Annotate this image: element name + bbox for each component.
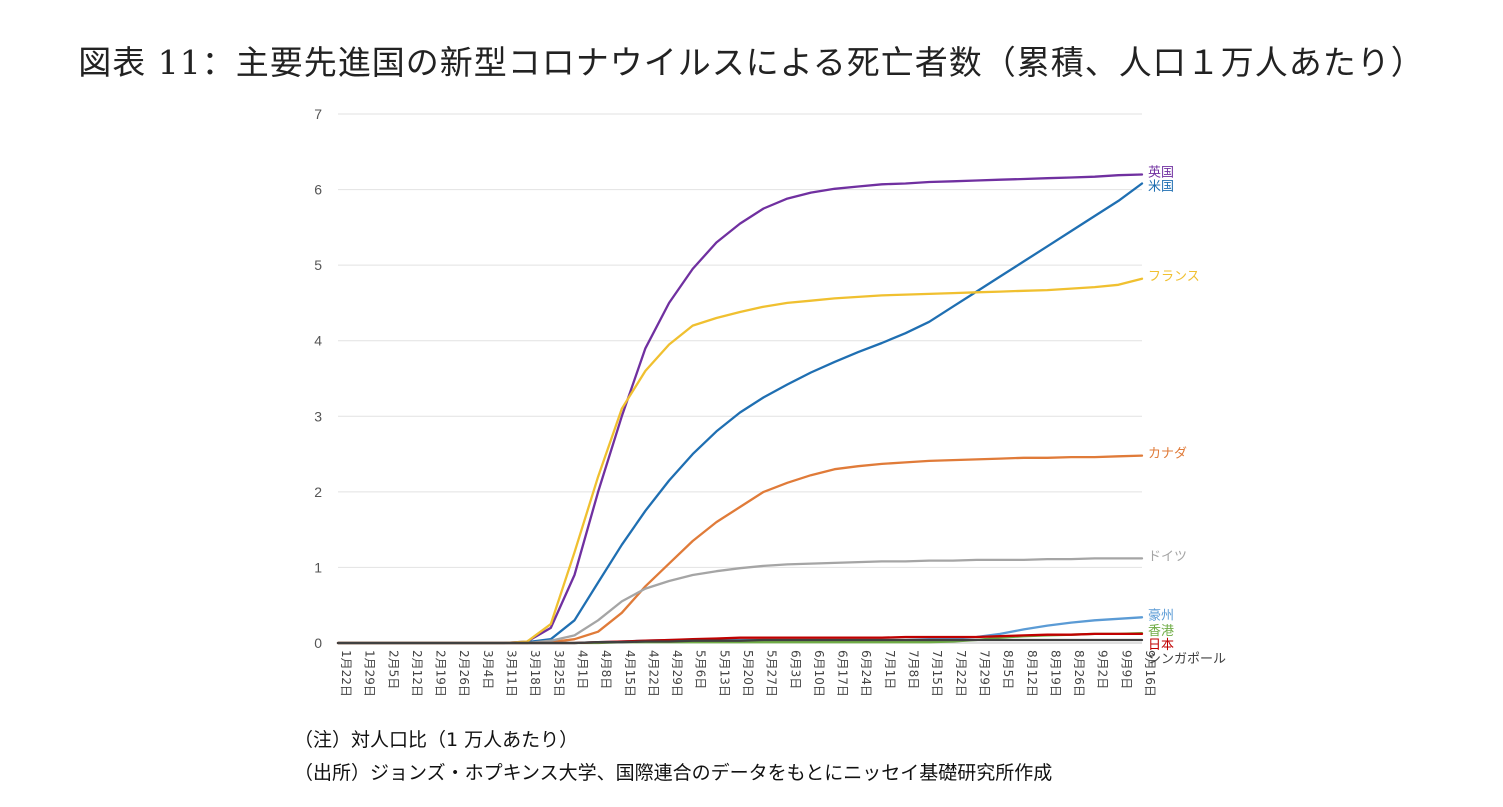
x-tick-label: 2月5日 <box>386 650 400 689</box>
gridlines <box>338 113 1142 644</box>
series-label: シンガポール <box>1148 652 1226 667</box>
y-tick-label: 3 <box>314 408 322 424</box>
x-tick-label: 8月26日 <box>1072 650 1086 697</box>
series-lines <box>336 173 1144 645</box>
x-tick-label: 4月15日 <box>623 650 637 697</box>
x-tick-label: 8月5日 <box>1001 650 1015 689</box>
x-tick-label: 6月3日 <box>788 650 802 689</box>
x-tick-label: 2月19日 <box>434 650 448 697</box>
x-tick-label: 5月27日 <box>765 650 779 697</box>
series-label: ドイツ <box>1148 549 1187 564</box>
series-label: フランス <box>1148 270 1200 285</box>
x-tick-label: 5月20日 <box>741 650 755 697</box>
x-tick-label: 2月12日 <box>410 650 424 697</box>
y-tick-label: 1 <box>314 559 322 575</box>
y-tick-label: 0 <box>314 635 322 651</box>
y-axis: 0 1 2 3 4 5 6 7 <box>314 106 322 651</box>
x-tick-label: 3月4日 <box>481 650 495 689</box>
chart-title: 図表 11：主要先進国の新型コロナウイルスによる死亡者数（累積、人口１万人あたり… <box>78 43 1425 82</box>
x-tick-label: 1月29日 <box>363 650 377 697</box>
x-tick-label: 3月18日 <box>528 650 542 697</box>
x-tick-label: 8月19日 <box>1048 650 1062 697</box>
source-text: （出所）ジョンズ・ホプキンス大学、国際連合のデータをもとにニッセイ基礎研究所作成 <box>294 762 1053 784</box>
x-tick-label: 4月8日 <box>599 650 613 689</box>
series-line <box>336 638 1144 645</box>
x-tick-label: 7月29日 <box>977 650 991 697</box>
y-tick-label: 6 <box>314 182 322 198</box>
x-tick-label: 2月26日 <box>457 650 471 697</box>
y-tick-label: 2 <box>314 484 322 500</box>
x-tick-label: 1月22日 <box>339 650 353 697</box>
x-tick-label: 6月17日 <box>836 650 850 697</box>
series-line <box>336 182 1144 645</box>
x-tick-label: 7月15日 <box>930 650 944 697</box>
x-tick-label: 3月11日 <box>505 650 519 697</box>
series-label: 香港 <box>1148 624 1174 639</box>
x-tick-label: 4月1日 <box>575 650 589 689</box>
x-tick-label: 9月9日 <box>1119 650 1133 689</box>
series-label: カナダ <box>1148 447 1187 462</box>
x-tick-label: 9月2日 <box>1096 650 1110 689</box>
series-line <box>336 173 1144 645</box>
x-tick-label: 3月25日 <box>552 650 566 697</box>
series-label: 米国 <box>1148 179 1174 194</box>
x-tick-label: 5月6日 <box>694 650 708 689</box>
series-label: 日本 <box>1148 638 1174 653</box>
x-tick-label: 7月8日 <box>907 650 921 689</box>
x-tick-label: 4月22日 <box>646 650 660 697</box>
series-line <box>336 454 1144 645</box>
y-tick-label: 4 <box>314 333 322 349</box>
y-tick-label: 7 <box>314 106 322 122</box>
series-label: 豪州 <box>1148 607 1174 623</box>
x-tick-label: 7月1日 <box>883 650 897 689</box>
x-tick-label: 8月12日 <box>1025 650 1039 697</box>
series-line <box>336 277 1144 645</box>
x-tick-label: 9月16日 <box>1143 650 1157 697</box>
x-tick-label: 6月24日 <box>859 650 873 697</box>
x-tick-label: 5月13日 <box>717 650 731 697</box>
x-tick-label: 4月29日 <box>670 650 684 697</box>
x-axis: 1月22日 1月29日 2月5日 2月12日 2月19日 2月26日 3月4日 3月11日 3月… <box>339 650 1157 697</box>
x-tick-label: 7月22日 <box>954 650 968 697</box>
y-tick-label: 5 <box>314 257 322 273</box>
note-text: （注）対人口比（1 万人あたり） <box>294 729 579 751</box>
series-label: 英国 <box>1148 165 1174 180</box>
x-tick-label: 6月10日 <box>812 650 826 697</box>
